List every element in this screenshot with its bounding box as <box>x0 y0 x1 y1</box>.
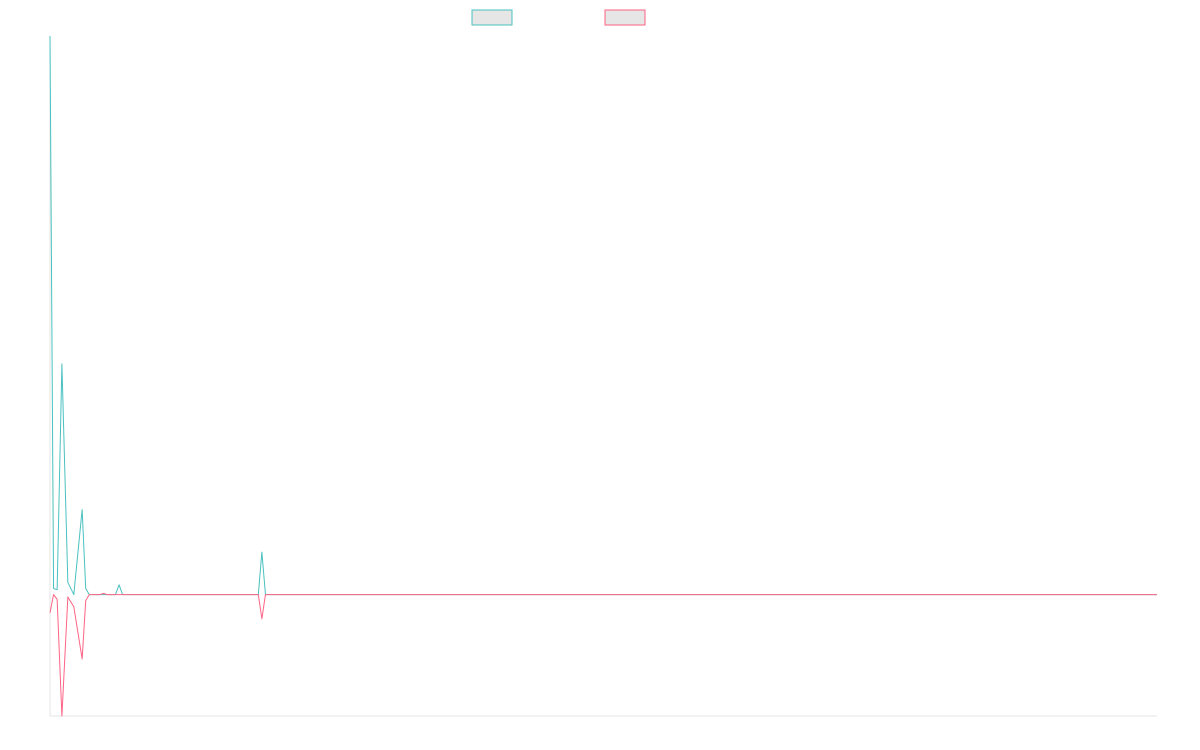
legend-swatch-2[interactable] <box>604 9 646 26</box>
series-2-line <box>49 592 1157 717</box>
axes <box>49 36 1157 717</box>
legend-item-2[interactable] <box>604 9 646 26</box>
legend-item-1[interactable] <box>471 9 513 26</box>
series-layer <box>49 35 1157 717</box>
legend <box>471 9 646 26</box>
legend-swatch-1[interactable] <box>471 9 513 26</box>
series-1-line <box>49 35 1157 596</box>
